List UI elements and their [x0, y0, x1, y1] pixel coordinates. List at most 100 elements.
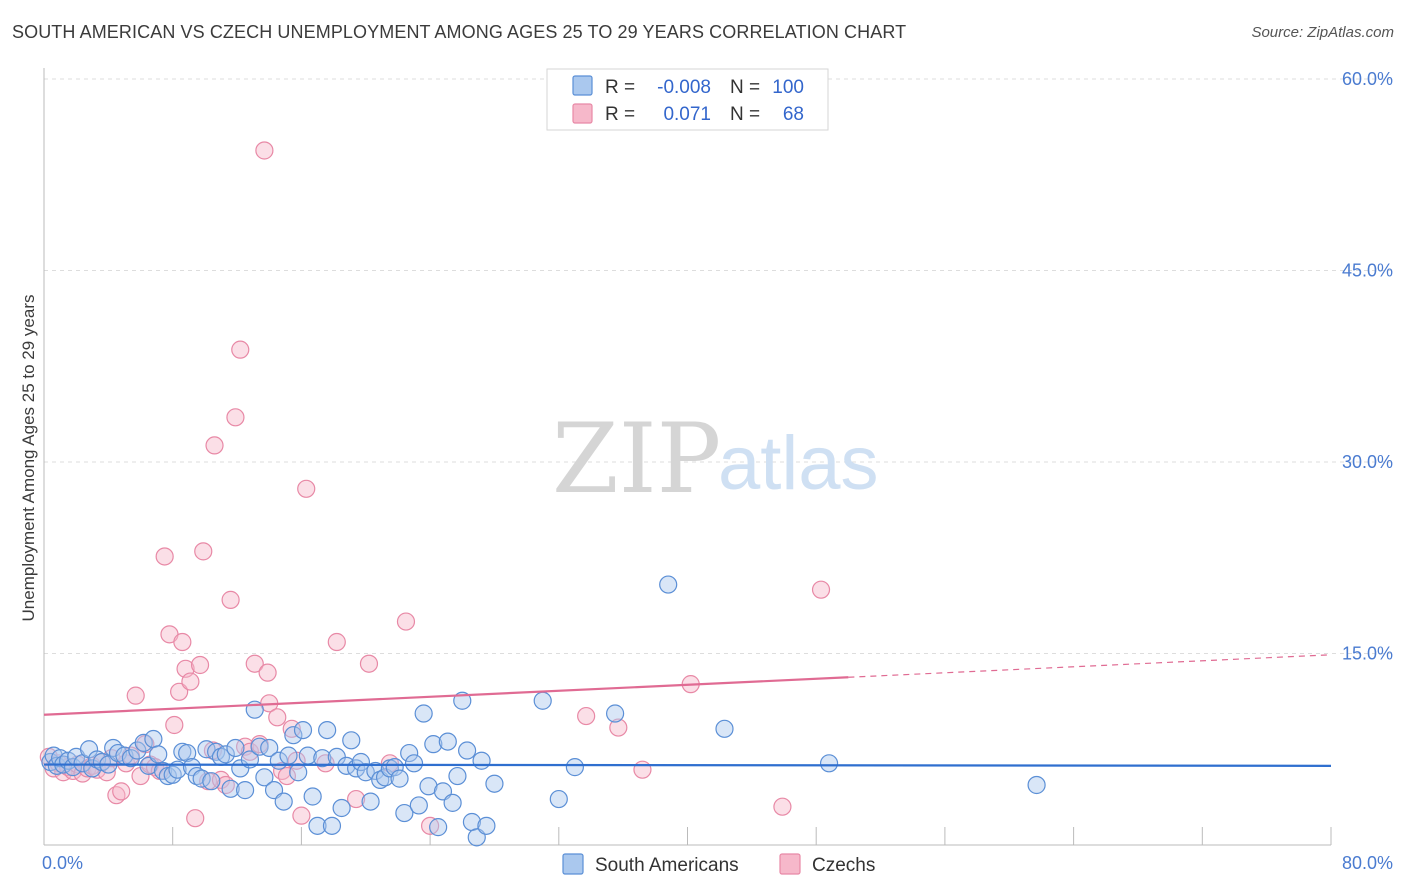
legend-swatch-czechs: [779, 853, 801, 875]
south-americans-point: [429, 818, 448, 837]
south-americans-point: [659, 575, 678, 594]
y-tick-label: 15.0%: [1342, 644, 1393, 664]
south-americans-point: [153, 761, 173, 781]
czechs-point: [811, 580, 831, 599]
south-americans-point: [1027, 775, 1046, 795]
legend-n-value: 68: [783, 104, 804, 125]
south-americans-point: [606, 704, 625, 723]
y-tick-label: 60.0%: [1342, 69, 1393, 89]
south-americans-point: [250, 737, 269, 756]
czechs-point: [231, 340, 250, 359]
south-americans-point: [361, 792, 380, 811]
czechs-point: [221, 590, 240, 609]
legend-label-south-americans: South Americans: [595, 855, 739, 876]
czechs-points: [39, 141, 831, 835]
legend-r-value: -0.008: [657, 77, 711, 98]
south-americans-point: [303, 787, 322, 806]
south-americans-point: [226, 738, 245, 758]
south-americans-point: [533, 691, 552, 710]
czechs-point: [205, 436, 224, 455]
south-americans-point: [419, 777, 438, 796]
czechs-point: [268, 708, 287, 727]
south-americans-point: [313, 749, 332, 768]
czechs-point: [292, 806, 311, 825]
south-americans-point: [385, 758, 404, 777]
legend-swatch-czechs: [572, 103, 593, 124]
south-americans-point: [715, 719, 734, 738]
south-americans-point: [356, 763, 375, 782]
czechs-point: [186, 809, 205, 828]
south-americans-point: [458, 741, 477, 760]
south-americans-point: [409, 796, 428, 815]
south-americans-point: [289, 763, 308, 782]
south-americans-point: [414, 704, 433, 723]
czechs-point: [396, 612, 416, 631]
south-americans-point: [342, 731, 361, 750]
south-americans-point: [318, 720, 337, 740]
source-credit: Source: ZipAtlas.com: [1251, 24, 1394, 41]
trend-line-czechs: [43, 676, 849, 716]
south-americans-point: [255, 768, 274, 787]
south-americans-point: [274, 792, 293, 811]
czechs-point: [173, 632, 192, 652]
czechs-point: [245, 654, 264, 673]
south-americans-point: [63, 758, 83, 777]
south-americans-point: [400, 743, 419, 763]
czechs-point: [577, 706, 596, 726]
south-americans-point: [438, 732, 457, 751]
south-americans-point: [332, 798, 351, 818]
trend-line-czechs-extension: [848, 654, 1332, 678]
south-americans-point: [279, 746, 298, 765]
south-americans-point: [322, 816, 342, 835]
czechs-point: [194, 542, 213, 561]
legend-n-label: N =: [730, 77, 760, 98]
south-americans-point: [163, 765, 182, 784]
czechs-point: [181, 672, 200, 691]
czechs-point: [609, 718, 628, 737]
czechs-point: [346, 789, 366, 809]
south-americans-point: [395, 803, 414, 823]
south-americans-point: [308, 816, 327, 835]
czechs-point: [112, 782, 131, 801]
south-americans-point: [424, 735, 443, 754]
czechs-point: [316, 754, 335, 773]
south-americans-point: [443, 793, 462, 812]
czechs-point: [773, 797, 792, 816]
czechs-point: [297, 479, 316, 498]
czechs-point: [633, 760, 652, 779]
legend-swatch-south-americans: [572, 75, 593, 96]
legend-r-value: 0.071: [663, 104, 711, 125]
south-americans-point: [366, 761, 385, 781]
czechs-point: [359, 654, 379, 673]
south-americans-point: [351, 752, 371, 772]
legend-label-czechs: Czechs: [812, 855, 875, 876]
south-americans-point: [149, 745, 168, 764]
czechs-point: [226, 408, 245, 427]
south-americans-point: [293, 720, 313, 740]
south-americans-points: [41, 575, 1046, 847]
legend-n-label: N =: [730, 104, 760, 125]
south-americans-point: [284, 726, 303, 745]
south-americans-point: [477, 816, 496, 835]
south-americans-point: [448, 766, 467, 786]
czechs-point: [272, 761, 292, 781]
x-tick-label: 80.0%: [1342, 853, 1393, 873]
south-americans-point: [134, 733, 153, 752]
czechs-point: [240, 742, 260, 761]
south-americans-point: [472, 751, 491, 770]
czechs-point: [258, 663, 277, 682]
y-axis-title: Unemployment Among Ages 25 to 29 years: [19, 295, 38, 622]
x-tick-label: 0.0%: [42, 853, 83, 873]
south-americans-point: [178, 743, 197, 763]
czechs-point: [165, 715, 184, 735]
y-tick-label: 30.0%: [1342, 452, 1393, 472]
czechs-point: [170, 682, 189, 701]
south-americans-point: [221, 779, 240, 798]
south-americans-point: [260, 738, 279, 758]
south-americans-point: [216, 745, 235, 764]
trend-lines: [43, 654, 1332, 767]
south-americans-point: [390, 769, 409, 788]
tick-labels: 15.0% 30.0% 45.0% 60.0% 0.0% 80.0%: [42, 69, 1393, 873]
south-americans-point: [235, 781, 255, 800]
